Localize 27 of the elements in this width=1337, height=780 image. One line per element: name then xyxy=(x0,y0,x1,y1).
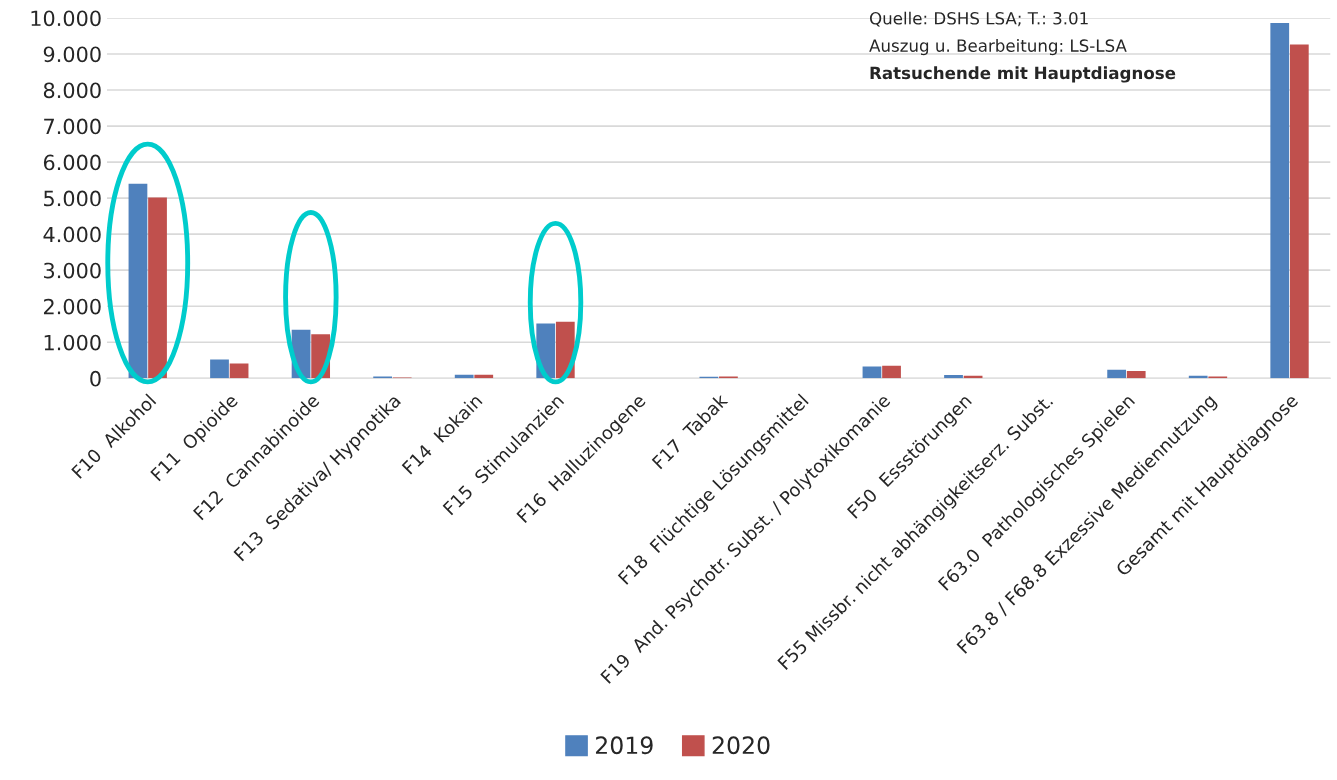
y-tick-label: 7.000 xyxy=(44,118,101,135)
legend-label: 2019 xyxy=(595,736,653,755)
bar xyxy=(148,197,167,379)
annotation: Quelle: DSHS LSA; T.: 3.01 xyxy=(869,11,1088,27)
bar xyxy=(1289,44,1309,379)
bar xyxy=(862,366,882,379)
y-tick-label: 1.000 xyxy=(44,334,101,351)
bar xyxy=(1270,22,1290,379)
bar xyxy=(210,359,229,379)
y-tick-label: 0 xyxy=(90,370,101,387)
y-tick-label: 2.000 xyxy=(43,298,101,315)
y-tick-label: 9.000 xyxy=(43,46,101,63)
y-tick-label: 8.000 xyxy=(43,82,101,99)
bar xyxy=(944,375,963,379)
bar xyxy=(128,183,148,379)
bar xyxy=(229,363,249,379)
annotation: Auszug u. Bearbeitung: LS-LSA xyxy=(869,39,1127,56)
bar xyxy=(1107,369,1127,379)
y-tick-label: 5.000 xyxy=(44,190,101,207)
bar xyxy=(1126,371,1146,379)
annotation: Ratsuchende mit Hauptdiagnose xyxy=(870,66,1176,83)
legend-label: 2020 xyxy=(712,736,770,755)
y-tick-label: 4.000 xyxy=(43,226,101,243)
y-tick-label: 6.000 xyxy=(43,154,101,171)
y-tick-label: 3.000 xyxy=(44,262,101,279)
bar xyxy=(882,365,901,379)
y-tick-label: 10.000 xyxy=(31,10,101,27)
